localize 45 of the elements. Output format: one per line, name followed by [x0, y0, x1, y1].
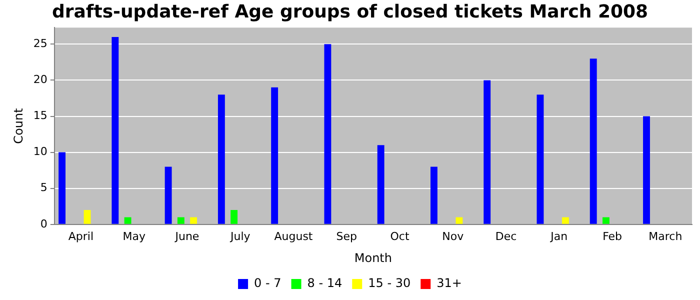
x-tick-label: Feb [602, 230, 622, 243]
x-tick-label: May [122, 230, 146, 243]
y-tick-label: 10 [33, 145, 48, 158]
y-tick-label: 15 [33, 109, 48, 122]
y-tick-label: 20 [33, 73, 48, 86]
x-tick-label: Dec [495, 230, 517, 243]
bar [456, 217, 463, 224]
y-axis-title: Count [11, 108, 26, 144]
bar [177, 217, 184, 224]
y-tick-label: 5 [40, 181, 48, 194]
x-tick-label: Jan [550, 230, 568, 243]
bar [58, 152, 66, 224]
bar [124, 217, 132, 224]
y-tick-label: 25 [33, 37, 48, 50]
bar [164, 166, 172, 224]
bar [84, 210, 91, 224]
chart-title: drafts-update-ref Age groups of closed tickets March 2008 [52, 1, 648, 22]
bar [643, 116, 650, 224]
bar [218, 94, 225, 224]
x-tick-label: Sep [336, 230, 358, 243]
bar [377, 145, 384, 224]
bar [536, 94, 544, 224]
x-axis-title: Month [354, 250, 392, 265]
x-tick-label: April [68, 230, 94, 243]
bar [112, 36, 119, 224]
legend-label: 0 - 7 [254, 276, 282, 290]
x-tick-label: August [274, 230, 314, 243]
x-tick-label: Oct [390, 230, 410, 243]
x-tick-label: June [174, 230, 200, 243]
x-tick-label: July [229, 230, 251, 243]
bar [271, 87, 278, 224]
x-tick-label: March [648, 230, 682, 243]
bar [430, 166, 438, 224]
bar [562, 217, 569, 224]
legend-label: 8 - 14 [307, 276, 342, 290]
legend-label: 15 - 30 [368, 276, 411, 290]
bar [230, 210, 238, 224]
legend-label: 31+ [436, 276, 462, 290]
x-tick-label: Nov [442, 230, 464, 243]
bar [190, 217, 198, 224]
bar [590, 58, 597, 224]
bar [324, 44, 332, 224]
y-tick-label: 0 [40, 217, 48, 230]
bar [484, 80, 491, 224]
bar [602, 217, 610, 224]
